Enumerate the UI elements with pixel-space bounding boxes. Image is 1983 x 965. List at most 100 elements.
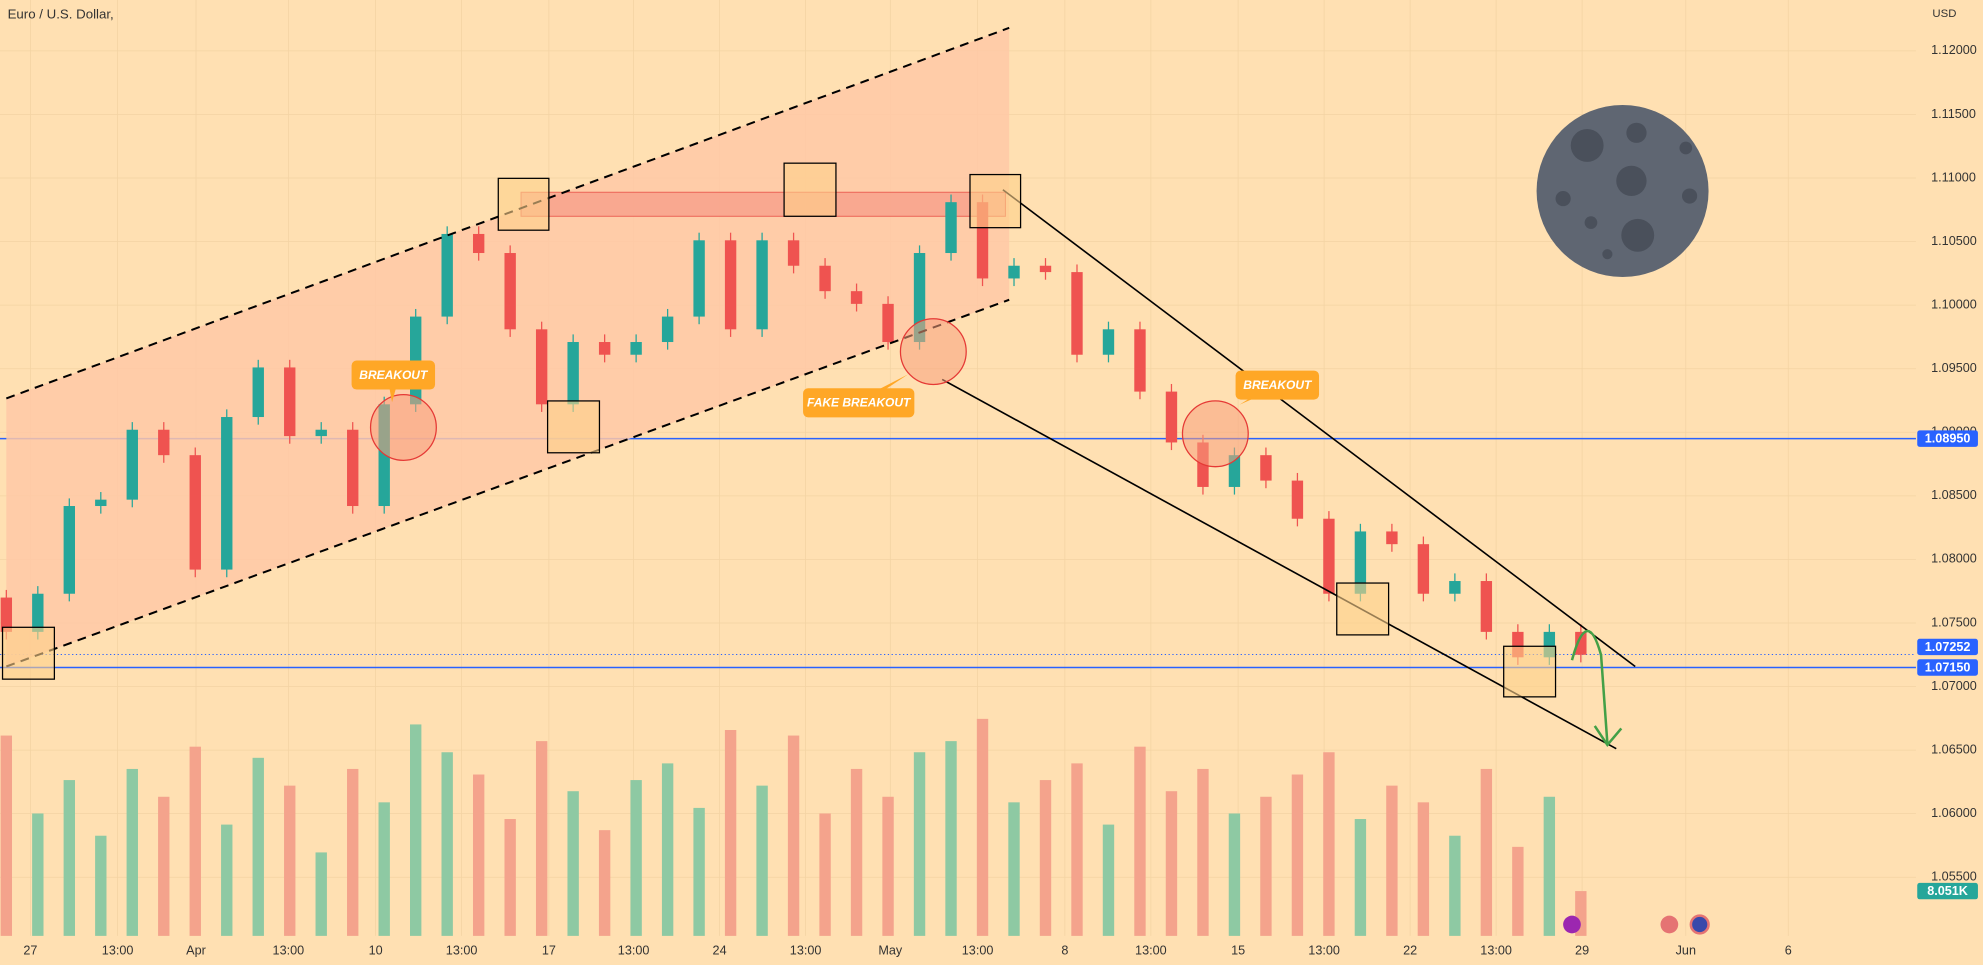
volume-bar [1512,846,1524,936]
callout-box [351,360,436,390]
candle-body [378,404,390,507]
candle-body [1102,329,1115,355]
candle-body [630,342,642,355]
circle [899,318,967,386]
candle-body [0,597,13,632]
callout-label: BREAKOUT [1243,378,1313,392]
candle-body [189,455,201,570]
y-tick-label: 1.06000 [1931,806,1977,820]
volume-bar [95,835,107,936]
volume-bar [472,774,485,936]
volume-bar [315,852,327,936]
candle-body [945,202,957,254]
volume-bar [378,802,390,936]
resistance-zone [520,191,1006,217]
volume-bar [0,735,13,936]
y-tick-label: 1.12000 [1931,43,1977,57]
candle-body [535,329,548,405]
callout-box [803,388,915,418]
candle-body [598,342,611,355]
volume-bar [189,746,201,936]
y-tick-label: 1.06500 [1931,742,1977,756]
y-tick-label: 1.10500 [1931,234,1977,248]
volume-bar [1291,774,1304,936]
price-tag-label: 1.07252 [1925,640,1971,654]
volume-bar [63,780,75,936]
candle-body [1575,631,1587,655]
price-tag-label: 1.08950 [1925,432,1971,446]
x-tick-label: 24 [713,943,727,957]
volume-bar [976,718,989,936]
projection-arrow [1570,629,1623,748]
candle-body [126,429,138,500]
volume-bar [787,735,800,936]
x-tick-label: 29 [1575,943,1589,957]
candle-body [1512,631,1524,658]
x-tick-label: 8 [1061,943,1068,957]
currency: USD [1932,8,1956,20]
candle-body [158,429,170,456]
volume-bar [221,824,233,936]
x-tick-label: 17 [542,943,556,957]
volume-bar [535,741,548,936]
volume-bar [1543,796,1556,936]
candle-body [315,429,327,437]
candle-body [504,253,516,330]
arrow-path [1570,629,1609,744]
x-tick-label: May [878,943,903,957]
boxes [1,162,1557,698]
volume-bar [126,768,138,936]
candle-body [252,367,264,418]
volume-bar [1165,791,1178,936]
x-tick-label: 15 [1231,943,1245,957]
candle-body [1323,518,1335,594]
y-tick-label: 1.05500 [1931,870,1977,884]
bottom-icons [1563,914,1710,935]
candle-body [1228,455,1241,487]
box [783,162,837,217]
box [1336,582,1390,636]
y-tick-label: 1.09500 [1931,361,1977,375]
volume-bar [1197,768,1209,936]
candle-body [661,316,674,343]
y-tick-label: 1.08500 [1931,488,1977,502]
channel-fill [6,27,1010,667]
breakout-circles [369,318,1249,468]
volume-tag [1917,882,1978,900]
x-tick-label: 13:00 [790,943,822,957]
volume-bar [598,830,611,936]
volume-bar [1008,802,1020,936]
callout-label: BREAKOUT [359,368,429,382]
x-tick-label: Apr [186,943,206,957]
volume-bar [882,796,894,936]
box [969,173,1022,229]
volume-bar [724,729,737,936]
moon [1536,104,1709,277]
x-tick-label: 6 [1785,943,1792,957]
x-tick-label: 13:00 [273,943,305,957]
time-axis: 27 13:00 Apr 13:00 10 13:00 17 13:00 24 13:00 May 1… [23,943,1791,957]
box [546,400,601,454]
volume-bar [1228,813,1241,936]
volume-bar [1134,746,1146,936]
candle-body [1008,265,1020,279]
volume-bar [913,752,926,936]
circle [1181,400,1249,468]
box [1503,645,1557,698]
circle [369,393,437,462]
candle-body [913,253,926,343]
box [1,626,56,680]
candle-body [1417,544,1430,594]
icon [1563,915,1581,934]
candle-body [1480,581,1493,632]
candle-body [472,233,485,254]
y-tick-label: 1.10000 [1931,297,1977,311]
price-tag [1917,659,1978,676]
volume-bar [819,813,831,936]
channel-lower [5,298,1010,668]
craters [1555,122,1698,260]
candle-body [976,202,989,279]
price-tag [1917,430,1978,447]
candle-body [850,291,863,304]
